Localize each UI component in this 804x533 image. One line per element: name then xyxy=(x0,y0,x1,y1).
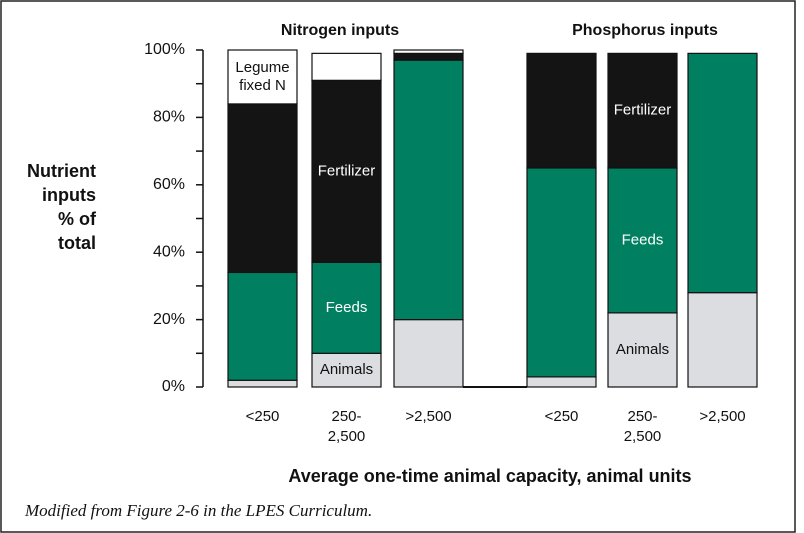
bar-segment xyxy=(393,52,464,61)
bar-segment xyxy=(227,103,298,274)
x-tick-label: 250-2,500 xyxy=(328,408,366,445)
bar-segment xyxy=(687,52,758,294)
bar-segment xyxy=(607,312,678,388)
bar-segment xyxy=(607,52,678,169)
bar-segment xyxy=(227,271,298,381)
bar-segment xyxy=(311,52,382,81)
y-axis-label: Nutrient inputs% of total xyxy=(27,161,97,253)
bar-segment xyxy=(311,261,382,354)
bar-segment xyxy=(393,319,464,388)
bar-segment xyxy=(393,59,464,321)
segment-label: Fertilizer xyxy=(318,162,376,179)
x-tick-label: <250 xyxy=(246,408,280,425)
segment-label: Feeds xyxy=(326,299,368,316)
segment-label: Legume fixed N xyxy=(235,59,289,94)
bar-segment xyxy=(607,167,678,314)
segment-label: Fertilizer xyxy=(614,102,672,119)
y-tick-label: 0% xyxy=(162,378,185,395)
bar-segment xyxy=(687,292,758,388)
y-tick-label: 60% xyxy=(153,176,185,193)
x-tick-label: <250 xyxy=(545,408,579,425)
bar-segment xyxy=(311,352,382,388)
bar-segment xyxy=(526,167,597,378)
bar-segment xyxy=(526,52,597,169)
segment-label: Feeds xyxy=(622,231,664,248)
segment-label: Animals xyxy=(616,341,669,358)
bar-segment xyxy=(227,379,298,388)
y-tick-label: 20% xyxy=(153,311,185,328)
bar-segment xyxy=(526,376,597,388)
segment-label: Animals xyxy=(320,361,373,378)
group-title: Nitrogen inputs xyxy=(281,22,399,39)
bar-segment xyxy=(393,49,464,54)
bar-segment xyxy=(227,49,298,105)
bar-segment xyxy=(311,79,382,263)
caption: Modified from Figure 2-6 in the LPES Cur… xyxy=(24,501,372,520)
y-tick-label: 100% xyxy=(144,41,185,58)
y-tick-label: 40% xyxy=(153,243,185,260)
x-tick-label: >2,500 xyxy=(405,408,451,425)
group-title: Phosphorus inputs xyxy=(572,22,718,39)
y-tick-label: 80% xyxy=(153,109,185,126)
x-tick-label: 250-2,500 xyxy=(624,408,662,445)
x-tick-label: >2,500 xyxy=(699,408,745,425)
x-axis-label: Average one-time animal capacity, animal… xyxy=(288,466,691,486)
